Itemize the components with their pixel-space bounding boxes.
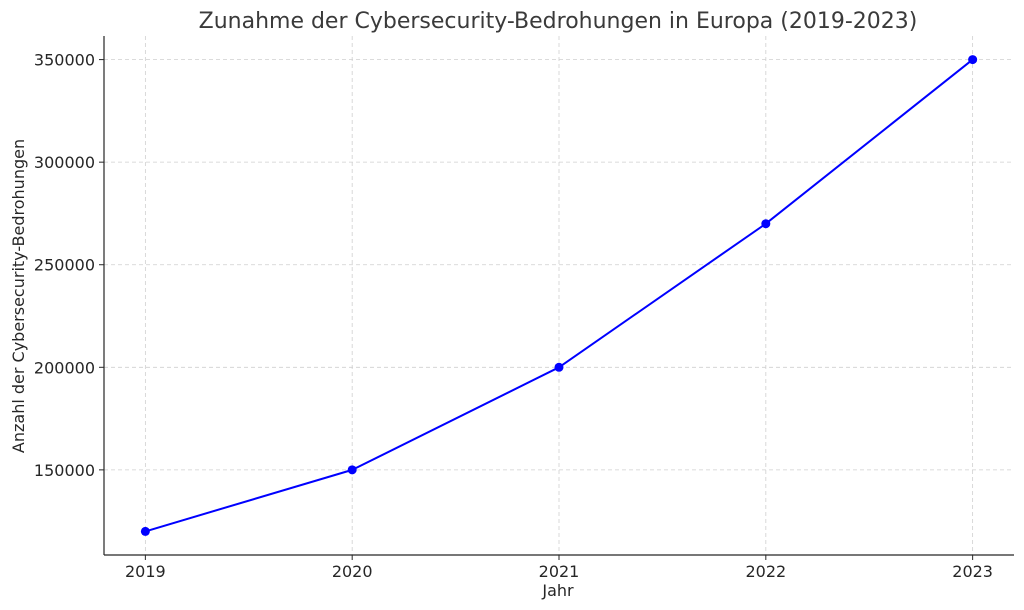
x-tick-label: 2020 bbox=[332, 562, 373, 581]
grid bbox=[104, 36, 1014, 555]
x-tick-label: 2019 bbox=[125, 562, 166, 581]
series bbox=[140, 55, 978, 536]
data-point bbox=[140, 526, 150, 536]
chart-title: Zunahme der Cybersecurity-Bedrohungen in… bbox=[199, 9, 918, 34]
x-tick-label: 2021 bbox=[539, 562, 580, 581]
y-tick-label: 200000 bbox=[34, 358, 95, 377]
data-point bbox=[347, 465, 357, 475]
y-tick-label: 150000 bbox=[34, 461, 95, 480]
y-tick-label: 250000 bbox=[34, 256, 95, 275]
y-tick-label: 350000 bbox=[34, 51, 95, 70]
y-tick-label: 300000 bbox=[34, 153, 95, 172]
data-point bbox=[761, 219, 771, 229]
data-point bbox=[968, 55, 978, 65]
x-tick-label: 2023 bbox=[952, 562, 993, 581]
x-tick-label: 2022 bbox=[745, 562, 786, 581]
ticks: 2019 2020 2021 2022 2023 150000 200000 250000 30… bbox=[34, 51, 993, 581]
y-axis-label: Anzahl der Cybersecurity-Bedrohungen bbox=[9, 139, 28, 453]
x-axis-label: Jahr bbox=[541, 581, 574, 600]
data-point bbox=[554, 362, 564, 372]
